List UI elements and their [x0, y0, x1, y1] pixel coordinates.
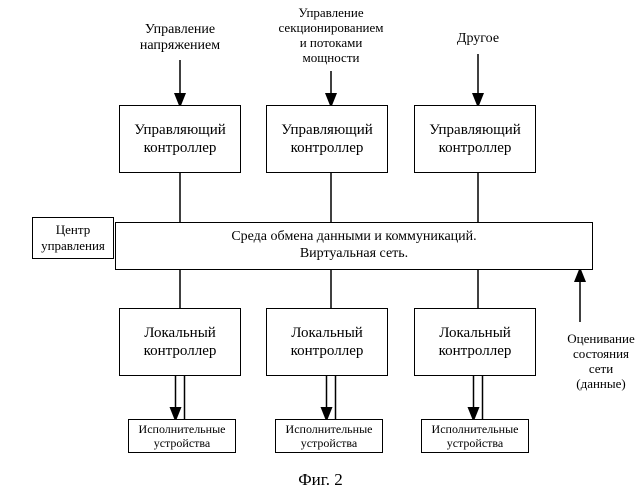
top-label-1: Управлениесекционированиеми потокамимощн… [251, 6, 411, 66]
side-label: Оцениваниесостояния сети(данные) [562, 332, 640, 392]
node-loc2: Локальныйконтроллер [266, 308, 388, 376]
node-dev3: Исполнительныеустройства [421, 419, 529, 453]
top-label-2: Другое [398, 31, 558, 47]
node-dev1: Исполнительныеустройства [128, 419, 236, 453]
node-loc1: Локальныйконтроллер [119, 308, 241, 376]
node-ctrl1: Управляющийконтроллер [119, 105, 241, 173]
node-ctrl3: Управляющийконтроллер [414, 105, 536, 173]
node-bus: Среда обмена данными и коммуникаций.Вирт… [115, 222, 593, 270]
node-center: Центруправления [32, 217, 114, 259]
node-loc3: Локальныйконтроллер [414, 308, 536, 376]
top-label-0: Управлениенапряжением [100, 22, 260, 54]
node-dev2: Исполнительныеустройства [275, 419, 383, 453]
node-ctrl2: Управляющийконтроллер [266, 105, 388, 173]
figure-caption: Фиг. 2 [0, 470, 641, 490]
